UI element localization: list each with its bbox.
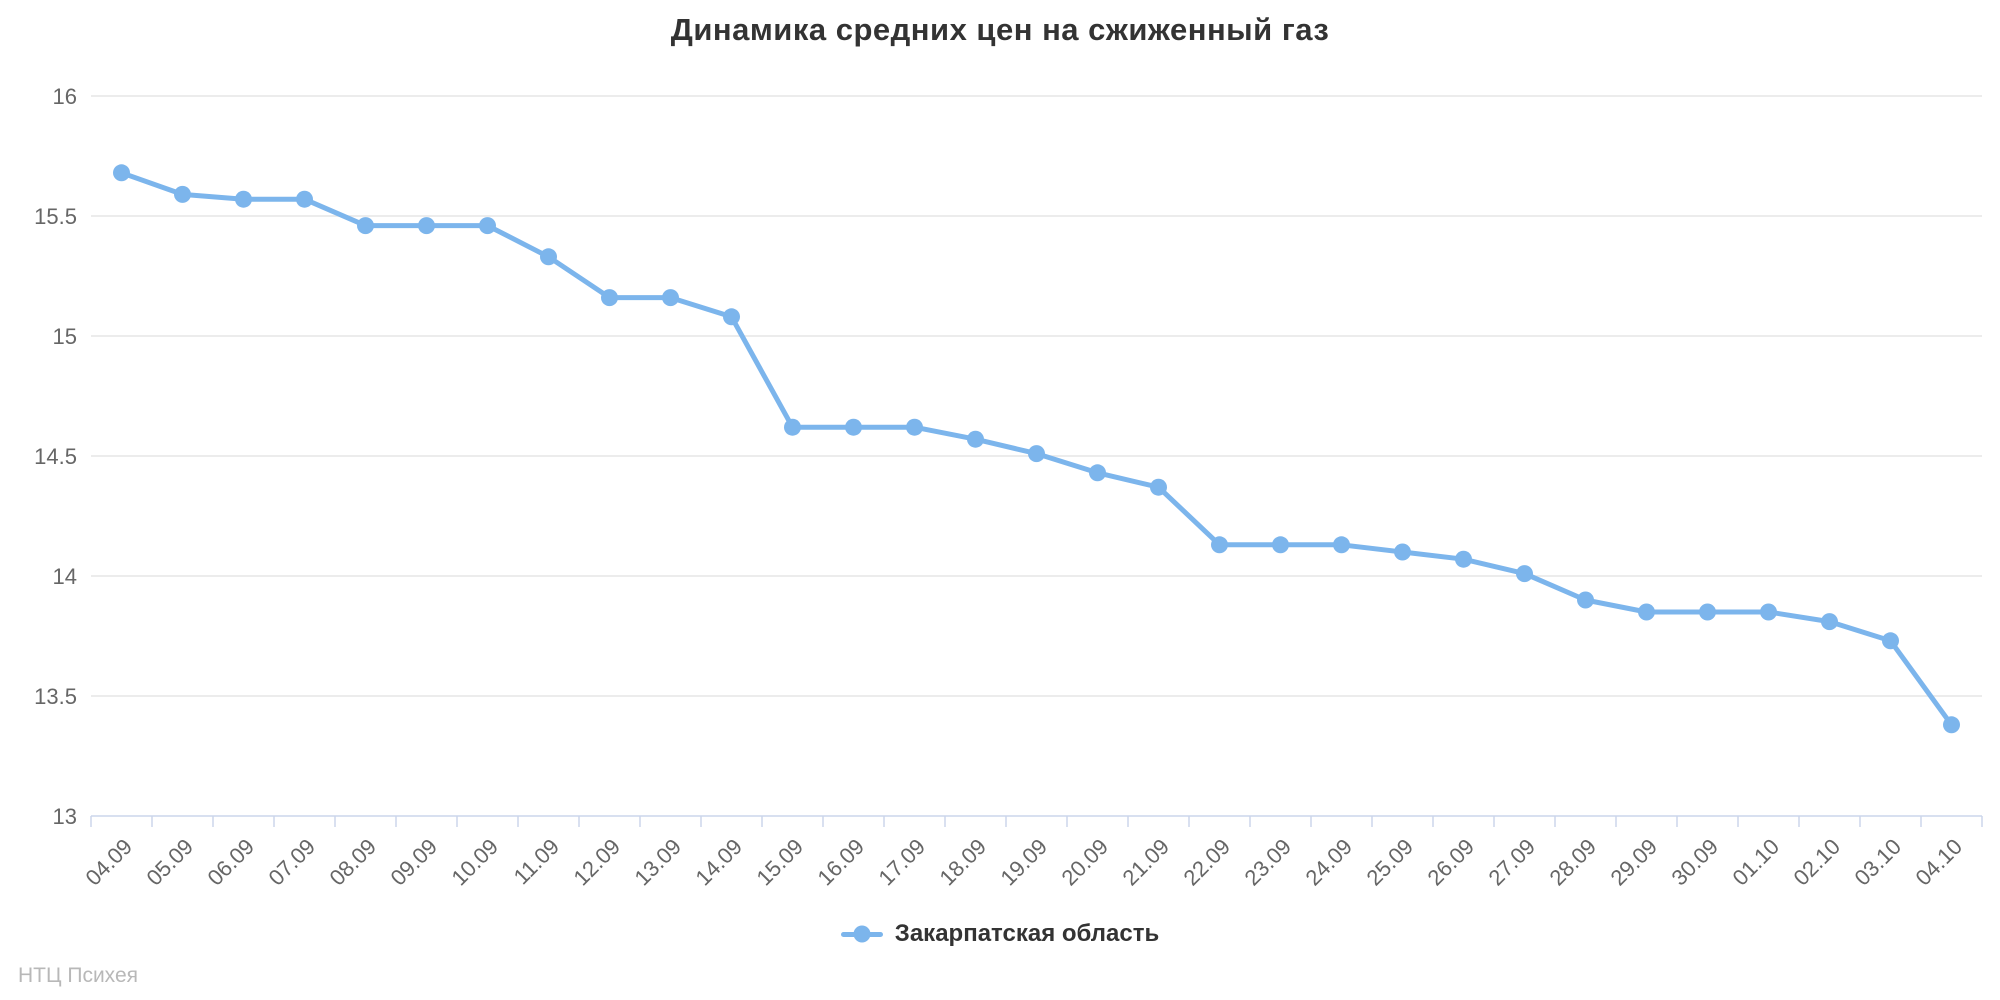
y-axis-label: 15.5 [34,204,77,229]
x-axis-label: 12.09 [568,834,625,891]
data-point-08.09[interactable] [357,217,374,235]
x-axis-label: 04.09 [80,834,137,891]
x-axis-label: 15.09 [751,834,808,891]
data-point-29.09[interactable] [1638,603,1655,621]
data-point-22.09[interactable] [1211,536,1228,554]
x-axis-label: 03.10 [1849,834,1906,891]
data-point-25.09[interactable] [1394,543,1411,561]
data-point-12.09[interactable] [601,289,618,307]
watermark: НТЦ Психея [18,964,139,987]
y-axis-label: 13.5 [34,684,77,709]
x-axis-label: 17.09 [873,834,930,891]
x-axis-label: 07.09 [263,834,320,891]
x-axis-label: 05.09 [141,834,198,891]
data-point-27.09[interactable] [1516,565,1533,583]
x-axis-label: 20.09 [1056,834,1113,891]
legend-item-zakarpatska[interactable]: Закарпатская область [840,920,1160,948]
data-point-05.09[interactable] [174,185,191,203]
data-point-15.09[interactable] [784,418,801,436]
y-axis-label: 14 [53,564,77,589]
x-axis-label: 21.09 [1117,834,1174,891]
data-point-10.09[interactable] [479,217,496,235]
x-axis-label: 16.09 [812,834,869,891]
data-point-21.09[interactable] [1150,478,1167,496]
legend-dot-icon [853,925,871,943]
x-axis-label: 11.09 [509,834,564,889]
x-axis-label: 23.09 [1239,834,1296,891]
data-point-04.09[interactable] [113,164,130,182]
data-point-18.09[interactable] [967,430,984,448]
data-point-14.09[interactable] [723,308,740,326]
data-point-09.09[interactable] [418,217,435,235]
x-axis-label: 19.09 [995,834,1052,891]
legend-line-marker-icon [840,925,883,943]
legend: Закарпатская область [0,920,2000,948]
y-axis-label: 16 [53,84,77,109]
data-point-19.09[interactable] [1028,445,1045,463]
x-axis-label: 09.09 [385,834,442,891]
data-point-13.09[interactable] [662,289,679,307]
x-axis-label: 02.10 [1788,834,1845,891]
y-axis-label: 15 [53,324,77,349]
data-point-26.09[interactable] [1455,550,1472,568]
data-point-17.09[interactable] [906,418,923,436]
x-axis-label: 24.09 [1300,834,1357,891]
y-axis-label: 13 [53,804,77,829]
data-point-23.09[interactable] [1272,536,1289,554]
x-axis-label: 01.10 [1727,834,1784,891]
x-axis-label: 06.09 [202,834,259,891]
x-axis-label: 28.09 [1544,834,1601,891]
legend-label: Закарпатская область [894,920,1160,947]
data-point-02.10[interactable] [1821,613,1838,631]
x-axis-label: 18.09 [934,834,991,891]
x-axis-label: 08.09 [324,834,381,891]
data-point-07.09[interactable] [296,190,313,208]
y-axis-label: 14.5 [34,444,77,469]
x-axis-label: 26.09 [1422,834,1479,891]
x-axis-label: 14.09 [690,834,747,891]
data-point-30.09[interactable] [1699,603,1716,621]
data-point-01.10[interactable] [1760,603,1777,621]
chart-title: Динамика средних цен на сжиженный газ [670,12,1330,47]
x-axis-label: 22.09 [1178,834,1235,891]
x-axis-label: 27.09 [1483,834,1540,891]
data-point-03.10[interactable] [1882,632,1899,650]
x-axis-label: 04.10 [1910,834,1967,891]
data-point-24.09[interactable] [1333,536,1350,554]
x-axis-label: 10.09 [446,834,503,891]
x-axis-label: 29.09 [1605,834,1662,891]
data-point-16.09[interactable] [845,418,862,436]
x-axis-label: 13.09 [629,834,686,891]
data-point-28.09[interactable] [1577,591,1594,609]
x-axis-label: 25.09 [1361,834,1418,891]
data-point-20.09[interactable] [1089,464,1106,482]
x-axis-label: 30.09 [1666,834,1723,891]
data-point-11.09[interactable] [540,248,557,266]
data-point-06.09[interactable] [235,190,252,208]
data-point-04.10[interactable] [1943,716,1960,734]
